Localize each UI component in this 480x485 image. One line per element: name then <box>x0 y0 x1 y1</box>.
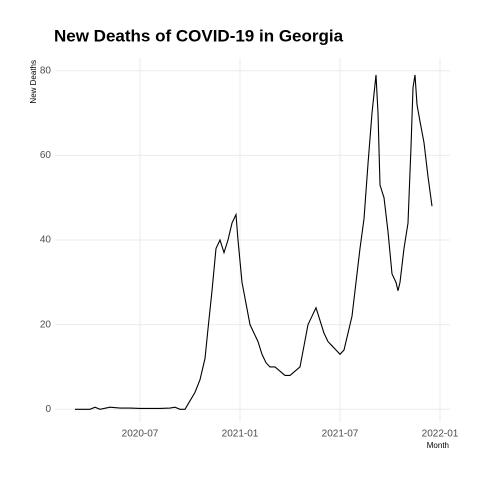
y-tick-label: 60 <box>40 150 52 161</box>
x-tick-label: 2021-07 <box>322 429 359 440</box>
x-tick-label: 2022-01 <box>422 429 459 440</box>
y-axis-label: New Deaths <box>29 60 38 104</box>
x-axis-label: Month <box>427 441 449 450</box>
x-tick-label: 2021-01 <box>222 429 259 440</box>
y-tick-label: 0 <box>45 404 51 415</box>
chart-title: New Deaths of COVID-19 in Georgia <box>54 26 344 45</box>
y-tick-label: 40 <box>40 235 52 246</box>
x-tick-label: 2020-07 <box>122 429 159 440</box>
line <box>75 74 433 410</box>
y-tick-label: 20 <box>40 319 52 330</box>
y-tick-label: 80 <box>40 65 52 76</box>
